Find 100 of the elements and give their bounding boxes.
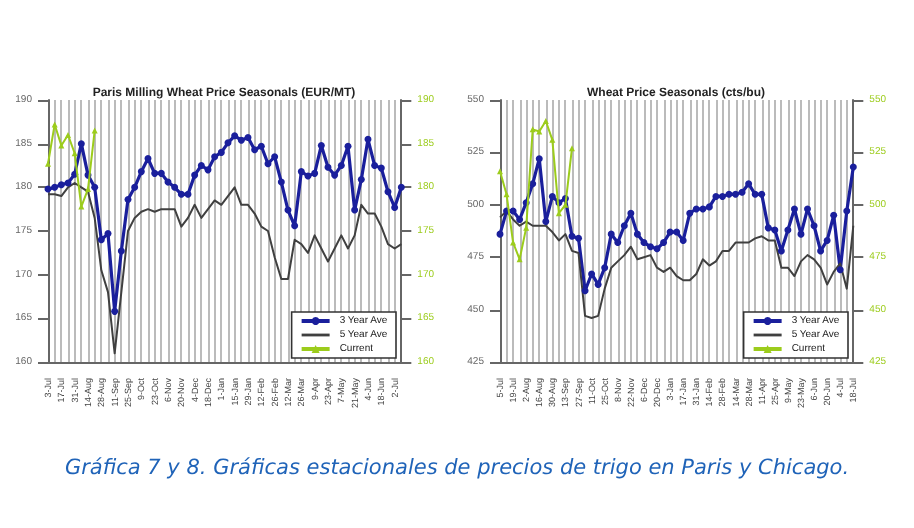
point	[784, 226, 792, 234]
point	[277, 178, 285, 186]
point	[607, 230, 615, 238]
point	[523, 224, 530, 231]
point	[384, 188, 392, 196]
point	[640, 239, 648, 247]
point	[224, 139, 232, 147]
point	[660, 239, 668, 247]
point	[751, 190, 759, 198]
point	[104, 230, 112, 238]
point	[542, 218, 550, 226]
point	[823, 236, 831, 244]
point	[497, 168, 503, 175]
point	[351, 206, 359, 214]
point	[264, 160, 272, 168]
point	[344, 142, 352, 150]
point	[311, 169, 319, 177]
line-series	[47, 181, 403, 355]
point	[357, 175, 365, 183]
point	[237, 136, 245, 144]
text: Gráfica 7 y 8. Gráficas estacionales de precios de trigo en Paris y Chicago.	[62, 456, 852, 480]
point	[51, 183, 59, 191]
point	[177, 190, 185, 198]
point	[331, 171, 339, 179]
point	[151, 169, 159, 177]
point	[503, 191, 510, 198]
point	[849, 163, 857, 171]
point	[620, 222, 628, 230]
point	[705, 203, 713, 211]
point	[790, 205, 798, 213]
point	[777, 247, 785, 255]
point	[745, 180, 753, 188]
point	[581, 287, 589, 295]
point	[836, 266, 844, 274]
point	[45, 160, 51, 167]
point	[568, 145, 575, 152]
point	[549, 136, 556, 143]
point	[758, 190, 766, 198]
point	[184, 190, 192, 198]
line-series	[499, 210, 855, 319]
point	[217, 148, 225, 156]
point	[197, 162, 205, 169]
point	[535, 155, 543, 163]
point	[529, 180, 537, 188]
point	[371, 162, 379, 169]
point	[653, 245, 661, 253]
point	[732, 190, 740, 198]
point	[686, 209, 694, 217]
point	[725, 190, 733, 198]
point	[91, 183, 99, 191]
point	[257, 142, 265, 150]
point	[712, 192, 720, 200]
point	[548, 192, 556, 200]
point	[364, 135, 372, 143]
point	[77, 140, 85, 148]
point	[157, 169, 165, 177]
point	[271, 153, 279, 161]
point	[673, 228, 681, 236]
point	[601, 264, 609, 272]
point	[131, 183, 139, 191]
point	[614, 239, 622, 247]
point	[317, 141, 325, 149]
point	[804, 205, 812, 213]
point	[97, 236, 105, 244]
point	[171, 183, 179, 191]
point	[738, 188, 746, 196]
point	[297, 168, 305, 176]
point	[137, 168, 145, 176]
point	[771, 226, 779, 234]
point	[692, 205, 700, 213]
point	[627, 209, 635, 217]
point	[211, 153, 219, 161]
point	[191, 171, 199, 179]
point	[764, 224, 772, 232]
point	[679, 236, 687, 244]
point	[646, 243, 654, 251]
point	[324, 163, 332, 171]
point	[810, 222, 818, 230]
point	[91, 127, 98, 134]
point	[117, 247, 125, 255]
point	[231, 132, 239, 140]
point	[843, 207, 851, 215]
point	[337, 162, 345, 169]
point	[111, 307, 119, 315]
point	[510, 239, 517, 246]
point	[377, 164, 385, 172]
point	[291, 222, 299, 230]
point	[542, 117, 549, 124]
line-series	[45, 121, 98, 210]
point	[633, 230, 641, 238]
point	[718, 192, 726, 200]
point	[124, 196, 132, 204]
point	[817, 247, 825, 255]
point	[244, 134, 252, 142]
point	[575, 234, 583, 242]
point	[568, 232, 576, 240]
point	[397, 183, 405, 191]
point	[830, 211, 838, 219]
point	[251, 146, 259, 154]
point	[57, 181, 65, 189]
